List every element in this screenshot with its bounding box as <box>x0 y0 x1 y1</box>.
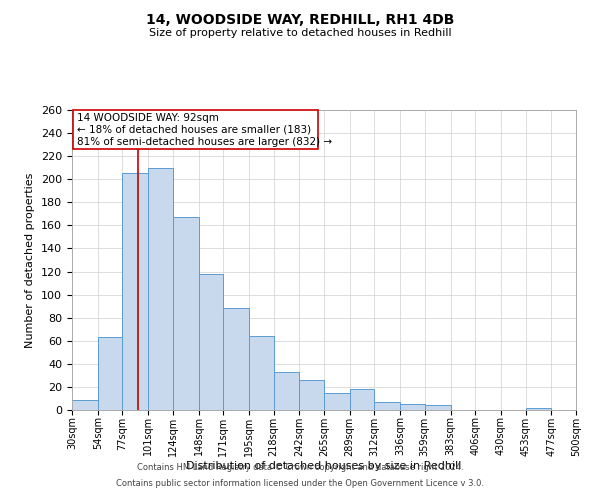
FancyBboxPatch shape <box>73 110 317 149</box>
Bar <box>526 408 551 410</box>
Bar <box>249 336 274 410</box>
Bar <box>350 389 374 410</box>
Text: 81% of semi-detached houses are larger (832) →: 81% of semi-detached houses are larger (… <box>77 136 332 146</box>
Bar <box>98 338 122 410</box>
Text: Size of property relative to detached houses in Redhill: Size of property relative to detached ho… <box>149 28 451 38</box>
Text: 14, WOODSIDE WAY, REDHILL, RH1 4DB: 14, WOODSIDE WAY, REDHILL, RH1 4DB <box>146 12 454 26</box>
Bar <box>122 174 148 410</box>
Bar <box>72 400 98 410</box>
Text: ← 18% of detached houses are smaller (183): ← 18% of detached houses are smaller (18… <box>77 125 311 135</box>
Bar <box>299 380 324 410</box>
Bar <box>400 404 425 410</box>
Text: Contains public sector information licensed under the Open Government Licence v : Contains public sector information licen… <box>116 478 484 488</box>
Text: Contains HM Land Registry data © Crown copyright and database right 2024.: Contains HM Land Registry data © Crown c… <box>137 464 463 472</box>
Bar <box>223 308 249 410</box>
Y-axis label: Number of detached properties: Number of detached properties <box>25 172 35 348</box>
Bar <box>274 372 299 410</box>
Text: 14 WOODSIDE WAY: 92sqm: 14 WOODSIDE WAY: 92sqm <box>77 114 219 124</box>
Bar <box>374 402 400 410</box>
Bar <box>425 406 451 410</box>
Bar <box>324 392 350 410</box>
Bar <box>199 274 223 410</box>
X-axis label: Distribution of detached houses by size in Redhill: Distribution of detached houses by size … <box>187 461 461 471</box>
Bar <box>148 168 173 410</box>
Bar <box>173 218 199 410</box>
